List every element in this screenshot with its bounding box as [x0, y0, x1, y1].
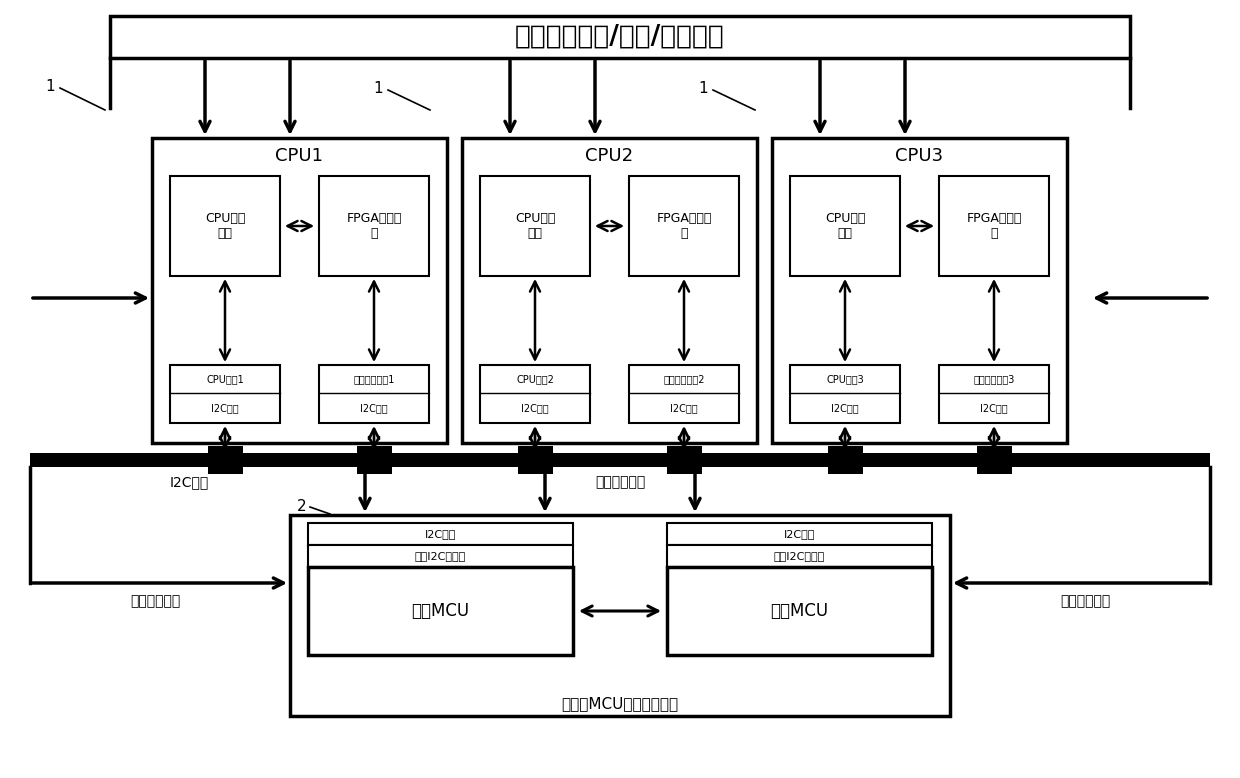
- Text: FPGA逻辑电
路: FPGA逻辑电 路: [346, 212, 402, 240]
- Bar: [308, 567, 573, 655]
- Bar: [827, 446, 863, 474]
- Text: I2C接口: I2C接口: [670, 403, 698, 413]
- Bar: [790, 176, 900, 276]
- Text: CPU处理
单元: CPU处理 单元: [825, 212, 866, 240]
- Text: 逻辑电路时钟3: 逻辑电路时钟3: [973, 374, 1014, 384]
- Bar: [207, 446, 243, 474]
- Bar: [939, 365, 1049, 423]
- Text: I2C接口: I2C接口: [831, 403, 859, 413]
- Bar: [463, 138, 756, 443]
- Text: CPU2: CPU2: [585, 147, 634, 165]
- Text: CPU1: CPU1: [275, 147, 324, 165]
- Text: 主份MCU: 主份MCU: [412, 602, 470, 620]
- Bar: [290, 515, 950, 716]
- Bar: [110, 16, 1130, 58]
- Bar: [480, 365, 590, 423]
- Text: 逻辑电路时钟1: 逻辑电路时钟1: [353, 374, 394, 384]
- Bar: [153, 138, 446, 443]
- Bar: [939, 176, 1049, 276]
- Text: CPU时钟1: CPU时钟1: [206, 374, 244, 384]
- Bar: [357, 446, 392, 474]
- Text: I2C接口: I2C接口: [784, 529, 815, 539]
- Bar: [773, 138, 1066, 443]
- Text: 时钟反馈通道: 时钟反馈通道: [1060, 594, 1110, 608]
- Text: FPGA逻辑电
路: FPGA逻辑电 路: [656, 212, 712, 240]
- Text: 1: 1: [698, 80, 708, 96]
- Text: CPU时钟3: CPU时钟3: [826, 374, 864, 384]
- Text: FPGA逻辑电
路: FPGA逻辑电 路: [966, 212, 1022, 240]
- Text: I2C接口: I2C接口: [980, 403, 1008, 413]
- Text: 1: 1: [45, 79, 55, 93]
- Bar: [30, 453, 1210, 467]
- Text: 备份MCU: 备份MCU: [770, 602, 828, 620]
- Bar: [319, 176, 429, 276]
- Bar: [308, 523, 573, 545]
- Bar: [629, 176, 739, 276]
- Text: CPU处理
单元: CPU处理 单元: [515, 212, 556, 240]
- Text: 时钟反馈通道: 时钟反馈通道: [130, 594, 180, 608]
- Bar: [480, 176, 590, 276]
- Text: I2C总线: I2C总线: [170, 475, 210, 489]
- Bar: [170, 176, 280, 276]
- Bar: [319, 365, 429, 423]
- Text: 主份I2C控制器: 主份I2C控制器: [415, 551, 466, 561]
- Bar: [667, 545, 932, 567]
- Text: CPU3: CPU3: [895, 147, 944, 165]
- Text: I2C接口: I2C接口: [521, 403, 549, 413]
- Text: I2C接口: I2C接口: [425, 529, 456, 539]
- Bar: [790, 365, 900, 423]
- Bar: [667, 523, 932, 545]
- Bar: [517, 446, 553, 474]
- Bar: [308, 545, 573, 567]
- Text: I2C接口: I2C接口: [211, 403, 239, 413]
- Text: CPU处理
单元: CPU处理 单元: [205, 212, 246, 240]
- Text: 时钟反馈通道: 时钟反馈通道: [595, 475, 645, 489]
- Text: I2C接口: I2C接口: [360, 403, 388, 413]
- Bar: [170, 365, 280, 423]
- Text: 备份I2C控制器: 备份I2C控制器: [774, 551, 825, 561]
- Bar: [667, 567, 932, 655]
- Text: 1: 1: [373, 80, 383, 96]
- Bar: [667, 446, 702, 474]
- Text: CPU时钟2: CPU时钟2: [516, 374, 554, 384]
- Text: 2: 2: [298, 499, 306, 513]
- Bar: [977, 446, 1012, 474]
- Text: 逻辑电路时钟2: 逻辑电路时钟2: [663, 374, 704, 384]
- Bar: [629, 365, 739, 423]
- Text: 三机数据交换/同步/表决通道: 三机数据交换/同步/表决通道: [515, 24, 725, 50]
- Text: 双冗余MCU时钟配置单元: 双冗余MCU时钟配置单元: [562, 696, 678, 712]
